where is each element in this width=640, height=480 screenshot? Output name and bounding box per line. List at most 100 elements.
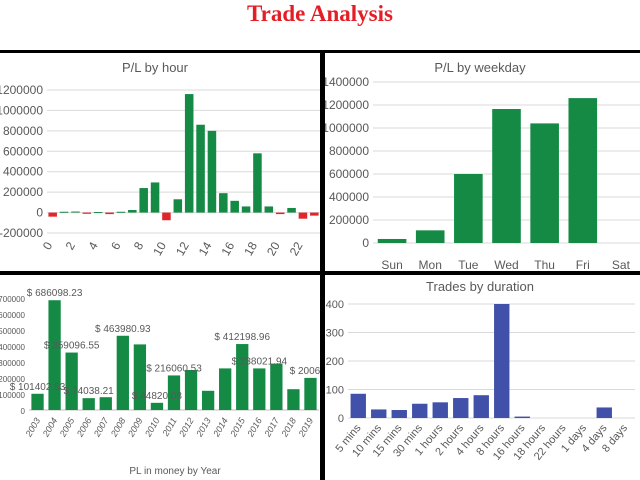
y-tick-label: 600000	[329, 167, 369, 181]
bar	[253, 153, 262, 213]
bar	[298, 212, 308, 219]
bar	[116, 211, 126, 213]
chart-title: Trades by duration	[426, 279, 534, 294]
x-tick-label: 2014	[211, 416, 230, 439]
bar	[377, 238, 407, 243]
bar	[596, 407, 612, 418]
x-axis-title: PL in money by Year	[129, 466, 221, 477]
y-tick-label: 1000000	[325, 121, 369, 135]
x-tick-label: 4	[85, 239, 101, 252]
bar	[219, 193, 228, 213]
data-label: $ 74038.21	[64, 386, 114, 397]
bar	[350, 393, 366, 418]
y-tick-label: 200	[326, 356, 344, 368]
x-tick-label: 2006	[74, 416, 93, 439]
bar	[310, 212, 319, 216]
bar	[65, 352, 78, 410]
x-tick-label: 2012	[177, 416, 196, 439]
x-tick-label: Tue	[458, 258, 479, 271]
bar	[454, 174, 483, 243]
x-tick-label: Thu	[534, 258, 555, 271]
chart-title: P/L by hour	[122, 60, 189, 75]
x-tick-label: 8	[131, 239, 147, 252]
bar	[99, 397, 112, 410]
bar	[48, 300, 61, 410]
x-tick-label: 2013	[194, 416, 213, 439]
x-tick-label: 20	[264, 239, 283, 258]
x-tick-label: 2015	[228, 415, 248, 439]
bar	[184, 94, 194, 213]
bar	[371, 409, 387, 418]
x-tick-label: 2019	[296, 416, 315, 439]
y-tick-label: 800000	[329, 144, 369, 158]
bar	[236, 344, 249, 410]
y-tick-label: 700000	[0, 295, 26, 304]
chart-pl-by-weekday: P/L by weekday 0 200000 400000 600000 800000 1…	[325, 60, 640, 271]
bar	[93, 212, 103, 214]
page-title: Trade Analysis	[247, 1, 393, 26]
bar	[494, 304, 510, 418]
bar	[287, 207, 296, 213]
x-tick-label: 2017	[262, 415, 282, 439]
bar	[139, 188, 148, 213]
divider-vertical	[320, 50, 325, 480]
bar	[492, 109, 521, 244]
bar	[105, 212, 114, 215]
bar	[150, 402, 164, 410]
y-tick-label: 1200000	[0, 83, 43, 97]
bar	[162, 212, 171, 221]
y-tick-label: 400000	[0, 343, 26, 352]
x-tick-label: 6	[108, 239, 124, 252]
bar	[514, 416, 530, 418]
x-tick-label: 2008	[108, 416, 127, 439]
bar	[201, 390, 215, 410]
y-tick-label: 100000	[0, 391, 26, 400]
y-tick-label: 600000	[0, 311, 26, 320]
data-label: $ 44820.08	[132, 391, 182, 402]
y-tick-label: 500000	[0, 327, 26, 336]
data-label: $ 216060.53	[146, 363, 202, 374]
bar	[473, 395, 489, 418]
x-tick-label: Sat	[612, 258, 631, 271]
bar	[530, 123, 559, 243]
bar	[230, 200, 239, 213]
bar	[48, 212, 57, 217]
y-tick-label: -200000	[0, 226, 43, 240]
x-tick-label: 2005	[57, 415, 77, 439]
x-tick-label: 2011	[160, 416, 179, 439]
y-tick-label: 1400000	[325, 75, 369, 89]
y-tick-label: 100	[326, 385, 344, 397]
bar	[167, 375, 181, 410]
bar	[31, 393, 44, 410]
bar	[184, 370, 198, 410]
bar	[82, 212, 92, 214]
x-tick-label: 12	[173, 239, 192, 258]
y-tick-label: 1200000	[325, 98, 369, 112]
bar	[415, 230, 445, 243]
bar	[391, 410, 407, 418]
y-tick-label: 300	[326, 328, 344, 340]
x-tick-label: 10	[150, 239, 169, 258]
bar	[150, 182, 160, 213]
y-tick-label: 200000	[329, 213, 369, 227]
bar	[219, 368, 232, 410]
data-label: $ 412198.96	[214, 332, 270, 343]
bar	[287, 389, 300, 410]
chart-title: P/L by weekday	[434, 60, 526, 75]
bar	[59, 211, 69, 213]
y-tick-label: 200000	[3, 185, 43, 199]
bar	[116, 335, 129, 410]
bar	[207, 130, 217, 213]
bar	[432, 402, 448, 418]
data-label: $ 101402.53	[10, 382, 66, 393]
y-tick-label: 0	[21, 407, 26, 416]
x-tick-label: 2003	[23, 416, 42, 439]
y-tick-label: 0	[338, 413, 344, 425]
bar	[275, 212, 285, 215]
x-tick-label: 0	[40, 239, 56, 252]
x-tick-label: Mon	[419, 258, 442, 271]
x-tick-label: 14	[196, 239, 215, 258]
x-tick-label: Fri	[576, 258, 590, 271]
y-tick-label: 400	[326, 299, 344, 311]
data-label: $ 200640	[290, 366, 320, 377]
